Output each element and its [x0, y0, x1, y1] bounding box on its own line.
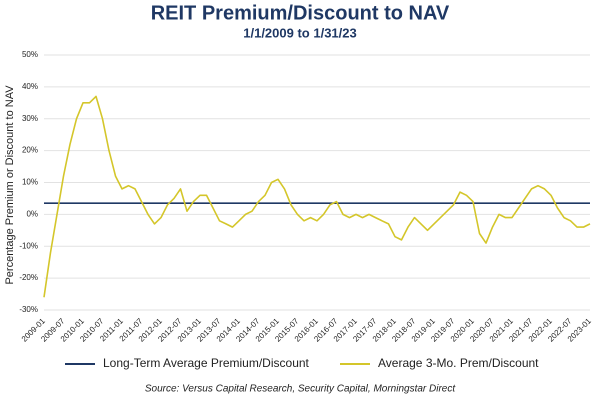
legend-label: Long-Term Average Premium/Discount: [103, 356, 310, 370]
y-tick-label: -30%: [19, 305, 38, 314]
chart-title: REIT Premium/Discount to NAV: [151, 2, 450, 24]
y-axis-label: Percentage Premium or Discount to NAV: [4, 85, 16, 285]
y-tick-label: 40%: [22, 82, 38, 91]
y-tick-label: -10%: [19, 241, 38, 250]
source-note: Source: Versus Capital Research, Securit…: [145, 384, 457, 395]
y-tick-label: 20%: [22, 146, 38, 155]
legend-label: Average 3-Mo. Prem/Discount: [378, 356, 539, 370]
data-line: [43, 95, 591, 298]
y-tick-label: 10%: [22, 178, 38, 187]
y-tick-label: 30%: [22, 114, 38, 123]
y-tick-label: 0%: [26, 209, 38, 218]
chart-subtitle: 1/1/2009 to 1/31/23: [243, 25, 356, 40]
y-tick-label: -20%: [19, 273, 38, 282]
y-tick-label: 50%: [22, 50, 38, 59]
